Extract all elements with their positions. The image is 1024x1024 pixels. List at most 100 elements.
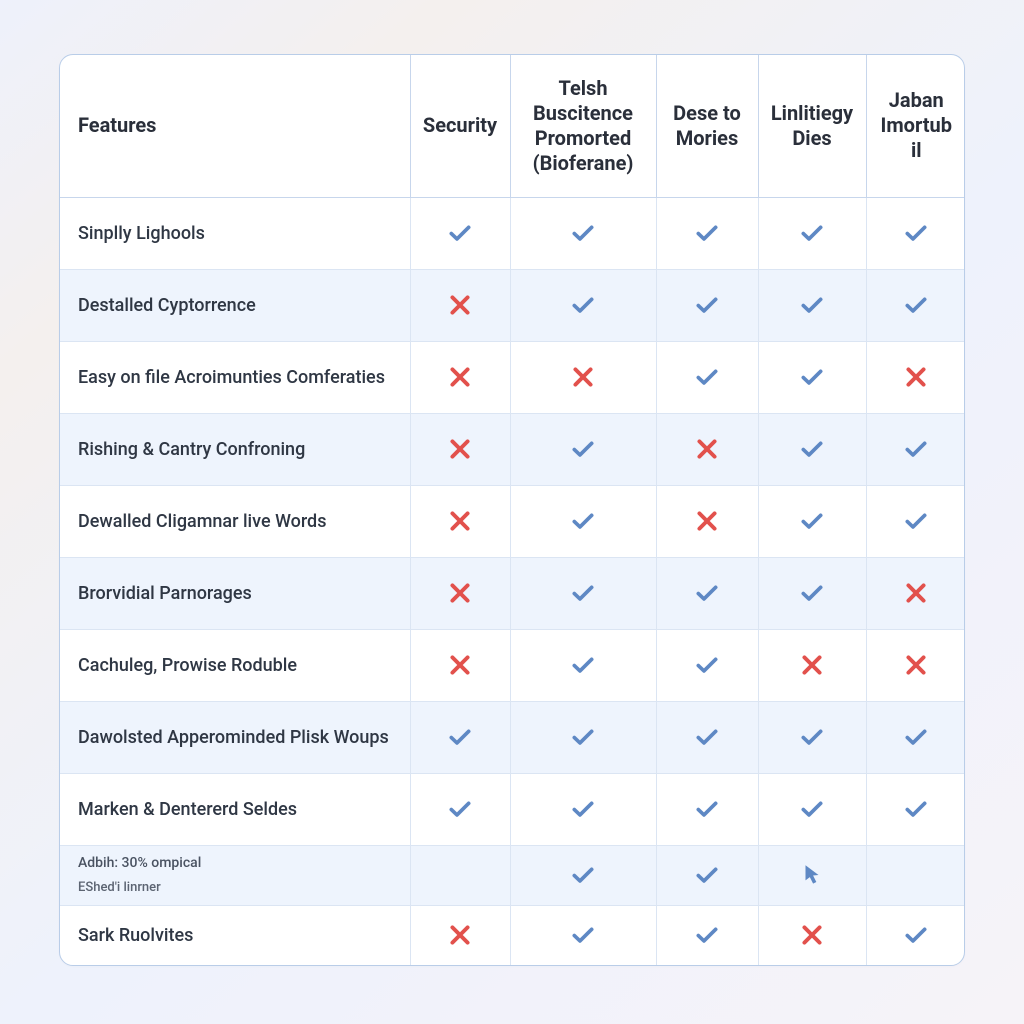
check-icon [799, 580, 825, 606]
cross-icon [799, 652, 825, 678]
feature-cell [866, 905, 965, 965]
table-row: Brorvidial Parnorages [60, 557, 965, 629]
cross-icon [799, 922, 825, 948]
feature-cell [510, 701, 656, 773]
feature-cell [866, 341, 965, 413]
feature-cell [410, 701, 510, 773]
feature-cell [656, 413, 758, 485]
feature-cell [866, 701, 965, 773]
feature-cell [656, 197, 758, 269]
check-icon [799, 220, 825, 246]
table-row: Rishing & Cantry Confroning [60, 413, 965, 485]
check-icon [903, 220, 929, 246]
check-icon [799, 796, 825, 822]
feature-cell [656, 905, 758, 965]
check-icon [570, 508, 596, 534]
cross-icon [447, 508, 473, 534]
table-row: Destalled Cyptorrence [60, 269, 965, 341]
feature-cell [410, 413, 510, 485]
cross-icon [694, 436, 720, 462]
feature-cell [410, 485, 510, 557]
check-icon [903, 922, 929, 948]
header-col-1: Security [410, 55, 510, 197]
feature-cell [510, 845, 656, 905]
check-icon [903, 724, 929, 750]
header-col-3: Dese to Mories [656, 55, 758, 197]
check-icon [694, 796, 720, 822]
table-row: Cachuleg, Prowise Roduble [60, 629, 965, 701]
table-row: Marken & Dentererd Seldes [60, 773, 965, 845]
check-icon [570, 580, 596, 606]
check-icon [570, 436, 596, 462]
feature-cell [656, 557, 758, 629]
feature-label: Marken & Dentererd Seldes [60, 773, 410, 845]
check-icon [570, 922, 596, 948]
check-icon [447, 796, 473, 822]
header-col-5: Jaban Imortubil [866, 55, 965, 197]
cross-icon [570, 364, 596, 390]
check-icon [570, 652, 596, 678]
table-row: Sark Ruolvites [60, 905, 965, 965]
feature-label: Easy on file Acroimunties Comferaties [60, 341, 410, 413]
feature-label: Rishing & Cantry Confroning [60, 413, 410, 485]
feature-cell [510, 773, 656, 845]
feature-cell [510, 557, 656, 629]
cross-icon [447, 436, 473, 462]
feature-cell [866, 773, 965, 845]
feature-label: Sinplly Lighools [60, 197, 410, 269]
feature-cell [758, 485, 866, 557]
check-icon [799, 292, 825, 318]
check-icon [799, 508, 825, 534]
comparison-table-card: Features Security Telsh Buscitence Promo… [59, 54, 965, 966]
feature-cell [510, 413, 656, 485]
feature-cell [410, 905, 510, 965]
feature-label: Cachuleg, Prowise Roduble [60, 629, 410, 701]
feature-cell [656, 485, 758, 557]
check-icon [570, 724, 596, 750]
feature-cell [866, 557, 965, 629]
feature-label: Dewalled Cligamnar live Words [60, 485, 410, 557]
feature-cell [656, 701, 758, 773]
check-icon [799, 724, 825, 750]
cross-icon [447, 922, 473, 948]
feature-cell [656, 341, 758, 413]
feature-cell [410, 629, 510, 701]
feature-cell [758, 557, 866, 629]
feature-cell [510, 629, 656, 701]
feature-cell [758, 701, 866, 773]
feature-cell [758, 773, 866, 845]
feature-cell [866, 845, 965, 905]
header-features: Features [60, 55, 410, 197]
feature-cell [410, 269, 510, 341]
feature-cell [510, 341, 656, 413]
feature-cell [656, 845, 758, 905]
check-icon [903, 796, 929, 822]
table-body: Sinplly LighoolsDestalled CyptorrenceEas… [60, 197, 965, 965]
cross-icon [447, 580, 473, 606]
feature-cell [866, 485, 965, 557]
table-row: Adbih: 30% ompicalEShed'i linrner [60, 845, 965, 905]
header-col-4: Linlitiegy Dies [758, 55, 866, 197]
feature-cell [410, 197, 510, 269]
check-icon [447, 724, 473, 750]
feature-cell [656, 629, 758, 701]
table-header-row: Features Security Telsh Buscitence Promo… [60, 55, 965, 197]
feature-cell [410, 773, 510, 845]
check-icon [694, 292, 720, 318]
table-row: Easy on file Acroimunties Comferaties [60, 341, 965, 413]
feature-cell [758, 269, 866, 341]
cross-icon [903, 652, 929, 678]
check-icon [570, 292, 596, 318]
feature-cell [866, 197, 965, 269]
feature-cell [410, 341, 510, 413]
feature-cell [866, 629, 965, 701]
feature-cell [410, 557, 510, 629]
check-icon [570, 862, 596, 888]
table-row: Dawolsted Apperominded Plisk Woups [60, 701, 965, 773]
check-icon [694, 862, 720, 888]
check-icon [694, 364, 720, 390]
cross-icon [447, 364, 473, 390]
feature-label: Brorvidial Parnorages [60, 557, 410, 629]
check-icon [903, 436, 929, 462]
feature-cell [758, 341, 866, 413]
